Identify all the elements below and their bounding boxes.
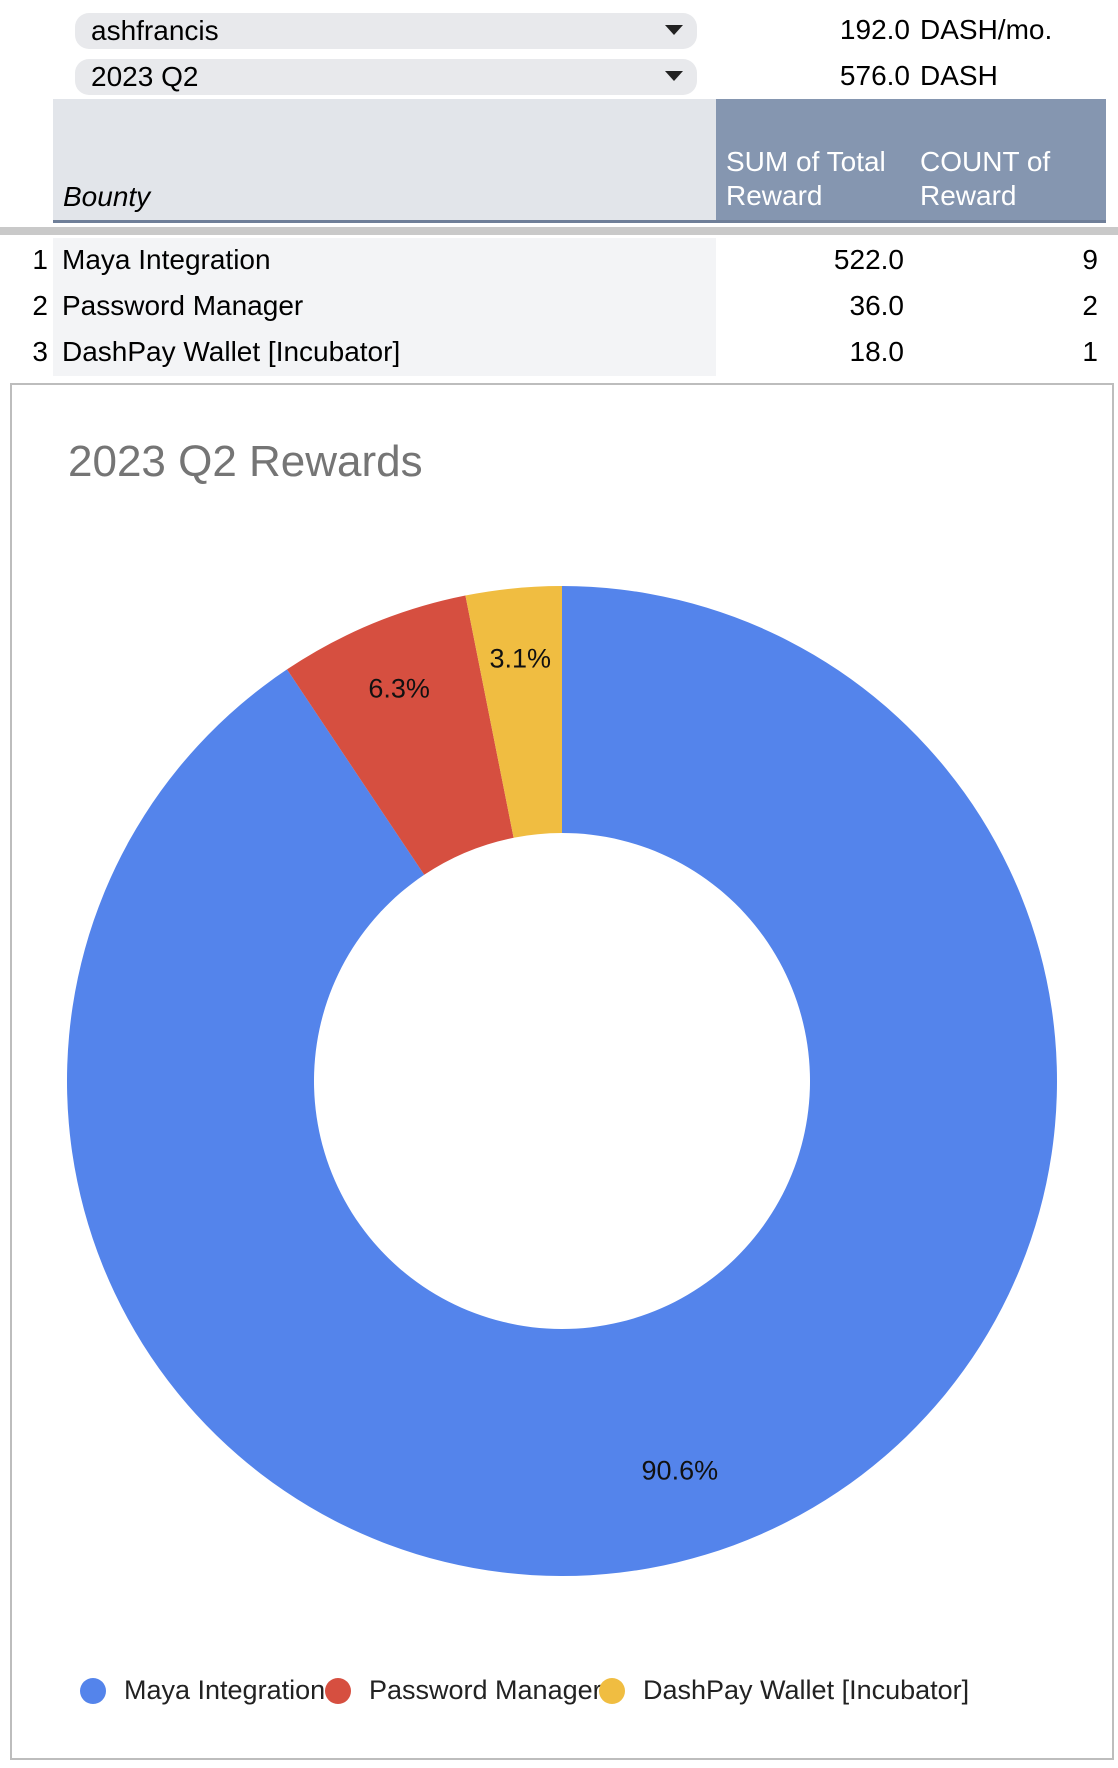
legend-label: Maya Integration (124, 1675, 326, 1705)
bounty-name: Maya Integration (62, 244, 271, 275)
chart-title: 2023 Q2 Rewards (68, 437, 423, 486)
legend-dot-icon (325, 1677, 351, 1704)
legend-dot-icon (80, 1677, 106, 1704)
bounty-header-label: Bounty (63, 181, 151, 212)
sum-value: 522.0 (833, 244, 904, 275)
chart-legend: Maya Integration Password Manager DashPay … (12, 1675, 1112, 1725)
legend-label: DashPay Wallet [Incubator] (643, 1675, 970, 1705)
donut-slice-dashpay-wallet-incubator[interactable] (465, 586, 562, 838)
chevron-down-icon (665, 25, 683, 35)
bounty-name: Password Manager (62, 290, 304, 321)
chevron-down-icon (665, 71, 683, 81)
quarter-unit: DASH (920, 60, 998, 91)
header-divider (53, 220, 1106, 223)
row-number: 1 (32, 244, 48, 275)
bounty-name: DashPay Wallet [Incubator] (62, 336, 401, 367)
table-row[interactable]: 2 Password Manager 36.0 2 (0, 284, 1118, 330)
row-number: 3 (32, 336, 48, 367)
row-number: 2 (32, 290, 48, 321)
legend-item[interactable]: DashPay Wallet [Incubator] (599, 1675, 969, 1706)
owner-filter-dropdown[interactable]: ashfrancis (75, 13, 697, 49)
count-value: 9 (1082, 244, 1098, 275)
slice-percent-label: 3.1% (490, 643, 552, 673)
donut-chart[interactable]: 2023 Q2 Rewards 90.6% 6.3% 3.1% Maya Integ… (10, 383, 1114, 1760)
slice-percent-label: 6.3% (368, 674, 430, 704)
monthly-amount: 192.0 (839, 14, 910, 45)
monthly-unit: DASH/mo. (920, 14, 1053, 45)
slice-percent-label: 90.6% (642, 1455, 719, 1485)
pivot-row-header[interactable]: Bounty (53, 99, 716, 223)
legend-dot-icon (599, 1677, 625, 1704)
pivot-value-headers: SUM of Total Reward COUNT of Reward (716, 99, 1106, 223)
sum-value: 18.0 (849, 336, 905, 367)
table-row[interactable]: 1 Maya Integration 522.0 9 (0, 238, 1118, 284)
sum-value: 36.0 (849, 290, 905, 321)
count-value: 1 (1082, 336, 1098, 367)
freeze-bar[interactable] (0, 227, 1118, 235)
count-reward-header[interactable]: COUNT of Reward (920, 146, 1051, 211)
donut-slice-password-manager[interactable] (286, 595, 514, 875)
owner-filter-value: ashfrancis (91, 15, 219, 46)
sum-total-reward-header[interactable]: SUM of Total Reward (726, 146, 886, 211)
legend-label: Password Manager (369, 1675, 602, 1705)
quarter-amount: 576.0 (839, 60, 910, 91)
donut-chart-svg: 90.6% 6.3% 3.1% (66, 586, 1058, 1576)
quarter-filter-value: 2023 Q2 (91, 61, 199, 92)
donut-slice-maya-integration[interactable] (66, 586, 1058, 1576)
legend-item[interactable]: Maya Integration (80, 1675, 325, 1706)
quarter-filter-dropdown[interactable]: 2023 Q2 (75, 59, 697, 95)
count-value: 2 (1082, 290, 1098, 321)
legend-item[interactable]: Password Manager (325, 1675, 602, 1706)
table-row[interactable]: 3 DashPay Wallet [Incubator] 18.0 1 (0, 330, 1118, 376)
